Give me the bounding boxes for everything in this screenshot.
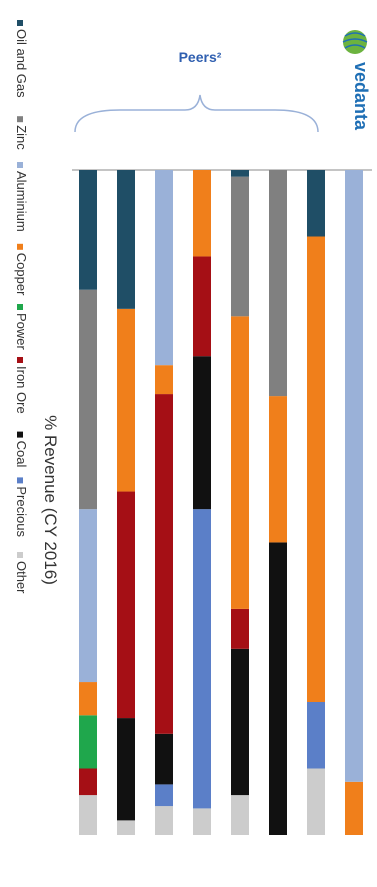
bar-4-seg-2 [231, 608, 249, 649]
bar-1-seg-2 [117, 491, 135, 719]
logo-globe-icon [343, 30, 367, 54]
bar-6-seg-3 [307, 170, 325, 237]
logo-text: vedanta [351, 62, 371, 131]
legend-swatch-5 [17, 357, 23, 363]
legend-label-8: Other [14, 561, 29, 594]
bar-5-seg-0 [269, 542, 287, 835]
bar-0-seg-3 [79, 682, 97, 716]
bar-0-seg-6 [79, 170, 97, 290]
bar-4-seg-1 [231, 648, 249, 796]
legend-swatch-3 [17, 243, 23, 250]
bar-2-seg-0 [155, 806, 173, 835]
bar-0-seg-4 [79, 509, 97, 683]
legend-label-0: Oil and Gas [14, 29, 29, 98]
bar-6-seg-2 [307, 236, 325, 702]
peers-brace [74, 94, 319, 133]
bar-0-seg-0 [79, 795, 97, 835]
bar-2-seg-3 [155, 394, 173, 734]
vedanta-logo: vedanta [342, 30, 371, 131]
bar-7-seg-0 [345, 781, 363, 835]
legend-label-3: Copper [14, 253, 29, 296]
bar-2-seg-2 [155, 733, 173, 785]
legend-swatch-1 [17, 116, 23, 123]
legend-label-2: Aluminium [14, 171, 29, 232]
bar-0-seg-1 [79, 768, 97, 796]
bar-1-seg-4 [117, 170, 135, 309]
bar-5-seg-1 [269, 396, 287, 543]
legend-swatch-7 [17, 477, 23, 484]
bar-5-seg-2 [269, 170, 287, 397]
bar-7-seg-1 [345, 170, 363, 782]
legend-swatch-4 [17, 304, 23, 310]
legend-label-4: Power [14, 313, 29, 351]
peers-label: Peers² [179, 49, 222, 65]
bar-6-seg-1 [307, 702, 325, 769]
bar-4-seg-5 [231, 170, 249, 177]
legend-label-6: Coal [14, 441, 29, 468]
bar-1-seg-0 [117, 820, 135, 835]
legend: Oil and Gas Zinc Aluminium Copper Power Iron … [14, 20, 29, 594]
legend-swatch-0 [17, 20, 23, 26]
bar-3-seg-0 [193, 808, 211, 835]
logo-globe-lines [342, 32, 368, 49]
chart-title: % Revenue (CY 2016) [41, 415, 60, 585]
bar-0-seg-2 [79, 715, 97, 769]
bar-2-seg-4 [155, 365, 173, 395]
legend-label-7: Precious [14, 486, 29, 537]
bar-0-seg-5 [79, 289, 97, 510]
legend-label-1: Zinc [14, 125, 29, 150]
legend-swatch-2 [17, 162, 23, 168]
bar-4-seg-0 [231, 795, 249, 835]
legend-swatch-8 [17, 552, 23, 558]
bar-3-seg-3 [193, 256, 211, 357]
bars-group [79, 170, 363, 835]
bar-1-seg-1 [117, 718, 135, 821]
legend-swatch-6 [17, 431, 23, 438]
bar-4-seg-3 [231, 316, 249, 609]
bar-4-seg-4 [231, 176, 249, 317]
bar-3-seg-2 [193, 356, 211, 510]
bar-3-seg-1 [193, 509, 211, 809]
bar-2-seg-1 [155, 784, 173, 807]
bar-6-seg-0 [307, 768, 325, 835]
bar-2-seg-5 [155, 170, 173, 366]
bar-3-seg-4 [193, 170, 211, 257]
bar-1-seg-3 [117, 308, 135, 492]
legend-label-5: Iron Ore [14, 366, 29, 414]
